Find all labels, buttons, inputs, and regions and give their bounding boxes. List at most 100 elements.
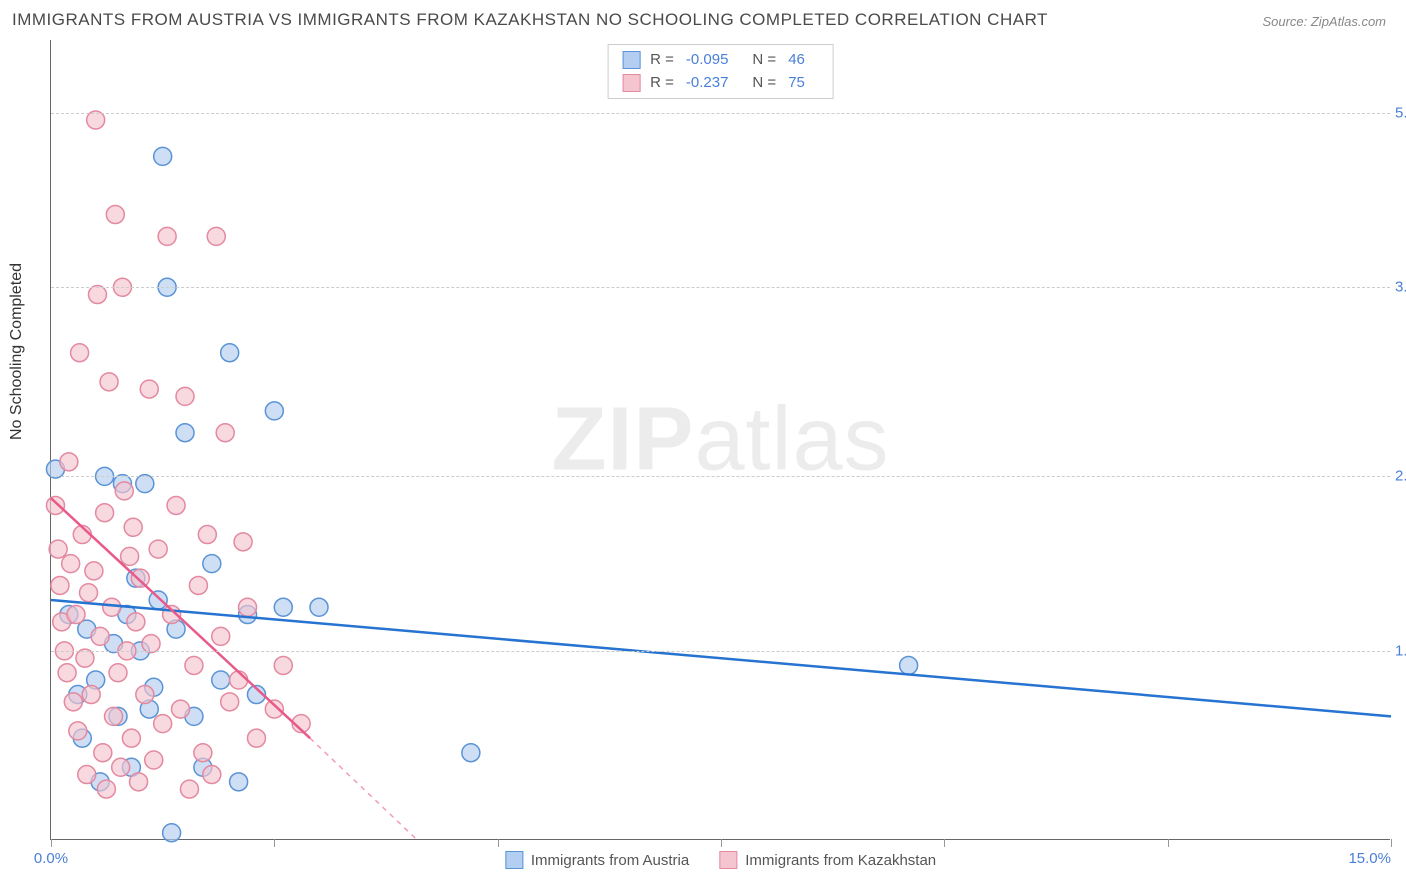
y-tick-label: 1.3% <box>1395 642 1406 659</box>
data-point <box>82 686 100 704</box>
n-value: 46 <box>788 49 805 72</box>
data-point <box>112 758 130 776</box>
data-point <box>462 744 480 762</box>
data-point <box>234 533 252 551</box>
data-point <box>49 540 67 558</box>
gridline <box>51 651 1390 652</box>
regression-line-extrapolated <box>310 738 417 840</box>
data-point <box>239 598 257 616</box>
data-point <box>115 482 133 500</box>
data-point <box>189 576 207 594</box>
y-tick-label: 2.5% <box>1395 468 1406 485</box>
data-point <box>97 780 115 798</box>
gridline <box>51 113 1390 114</box>
data-point <box>121 547 139 565</box>
legend-swatch <box>719 851 737 869</box>
data-point <box>69 722 87 740</box>
data-point <box>194 744 212 762</box>
data-point <box>122 729 140 747</box>
chart-area: ZIPatlas R =-0.095N =46R =-0.237N =75 Im… <box>50 40 1390 840</box>
legend-label: Immigrants from Austria <box>531 852 689 869</box>
data-point <box>62 555 80 573</box>
data-point <box>203 766 221 784</box>
x-tick <box>721 839 722 847</box>
data-point <box>105 707 123 725</box>
data-point <box>127 613 145 631</box>
legend-item: Immigrants from Austria <box>505 851 689 869</box>
data-point <box>247 729 265 747</box>
y-tick-label: 3.8% <box>1395 279 1406 296</box>
data-point <box>274 598 292 616</box>
data-point <box>46 496 64 514</box>
data-point <box>78 766 96 784</box>
data-point <box>900 656 918 674</box>
data-point <box>67 606 85 624</box>
data-point <box>158 227 176 245</box>
data-point <box>109 664 127 682</box>
data-point <box>154 147 172 165</box>
data-point <box>149 591 167 609</box>
legend-item: Immigrants from Kazakhstan <box>719 851 936 869</box>
data-point <box>176 424 194 442</box>
source-label: Source: ZipAtlas.com <box>1262 14 1386 29</box>
data-point <box>94 744 112 762</box>
r-value: -0.237 <box>686 72 729 95</box>
data-point <box>212 627 230 645</box>
data-point <box>172 700 190 718</box>
data-point <box>145 751 163 769</box>
stats-row: R =-0.095N =46 <box>622 49 819 72</box>
data-point <box>221 693 239 711</box>
data-point <box>96 504 114 522</box>
data-point <box>131 569 149 587</box>
x-tick-label: 15.0% <box>1348 850 1391 867</box>
data-point <box>176 387 194 405</box>
data-point <box>60 453 78 471</box>
data-point <box>185 656 203 674</box>
data-point <box>71 344 89 362</box>
data-point <box>85 562 103 580</box>
data-point <box>163 824 181 842</box>
data-point <box>58 664 76 682</box>
n-label: N = <box>752 72 776 95</box>
stats-row: R = -0.237 N = 75 <box>622 72 819 95</box>
chart-title: IMMIGRANTS FROM AUSTRIA VS IMMIGRANTS FR… <box>12 10 1048 30</box>
x-tick <box>498 839 499 847</box>
data-point <box>130 773 148 791</box>
data-point <box>274 656 292 674</box>
x-tick <box>1168 839 1169 847</box>
n-value: 75 <box>788 72 805 95</box>
data-point <box>216 424 234 442</box>
data-point <box>124 518 142 536</box>
data-point <box>180 780 198 798</box>
data-point <box>198 526 216 544</box>
data-point <box>230 671 248 689</box>
data-point <box>207 227 225 245</box>
data-point <box>51 576 69 594</box>
x-tick-label: 0.0% <box>34 850 68 867</box>
legend-swatch <box>505 851 523 869</box>
data-point <box>221 344 239 362</box>
data-point <box>265 402 283 420</box>
r-value: -0.095 <box>686 49 729 72</box>
x-tick <box>51 839 52 847</box>
data-point <box>230 773 248 791</box>
x-tick <box>944 839 945 847</box>
n-label: N = <box>752 49 776 72</box>
data-point <box>265 700 283 718</box>
scatter-plot <box>51 40 1390 839</box>
correlation-stats-box: R = -0.095 N = 46R = -0.237 N = 75 <box>607 44 834 99</box>
legend-swatch <box>622 51 640 69</box>
data-point <box>103 598 121 616</box>
r-label: R = <box>650 72 674 95</box>
data-point <box>100 373 118 391</box>
data-point <box>149 540 167 558</box>
y-axis-label: No Schooling Completed <box>8 263 26 440</box>
data-point <box>203 555 221 573</box>
legend-label: Immigrants from Kazakhstan <box>745 852 936 869</box>
data-point <box>91 627 109 645</box>
data-point <box>136 686 154 704</box>
data-point <box>80 584 98 602</box>
data-point <box>154 715 172 733</box>
data-point <box>212 671 230 689</box>
x-tick <box>1391 839 1392 847</box>
